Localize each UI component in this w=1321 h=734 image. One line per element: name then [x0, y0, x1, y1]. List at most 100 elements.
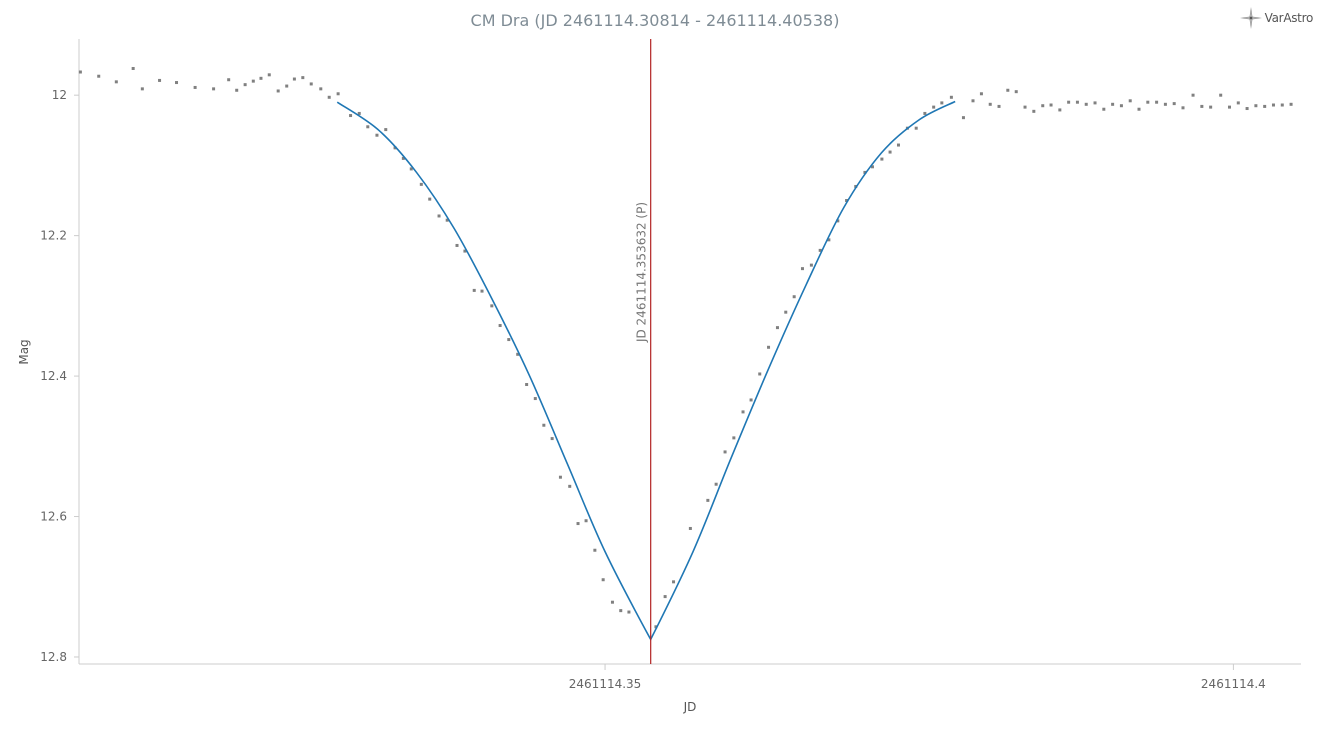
data-point [568, 484, 572, 488]
data-point [327, 95, 331, 99]
data-point [971, 99, 975, 103]
data-point [158, 78, 162, 82]
data-point [384, 128, 388, 132]
data-point [525, 383, 529, 387]
data-point [366, 125, 370, 129]
data-point [1209, 105, 1213, 109]
data-point [375, 133, 379, 137]
data-point [542, 423, 546, 427]
y-axis-label: Mag [17, 339, 31, 364]
data-point [880, 157, 884, 161]
data-point [809, 263, 813, 267]
fit-curve [336, 100, 956, 642]
data-point [1163, 102, 1167, 106]
data-point [276, 89, 280, 93]
x-tick-label: 2461114.35 [569, 677, 642, 691]
data-point [1181, 106, 1185, 110]
data-point [267, 73, 271, 77]
y-tick-label: 12.2 [40, 229, 67, 243]
data-point [1155, 100, 1159, 104]
data-point [1254, 104, 1258, 108]
data-point [472, 288, 476, 292]
data-point [175, 81, 179, 85]
data-point [437, 214, 441, 218]
data-point [227, 78, 231, 82]
data-point [792, 295, 796, 299]
data-point [1236, 101, 1240, 105]
data-point [243, 83, 247, 87]
data-point [979, 92, 983, 96]
data-point [732, 436, 736, 440]
data-point [767, 345, 771, 349]
data-point [1023, 105, 1027, 109]
data-point [1128, 99, 1132, 103]
data-point [663, 595, 667, 599]
data-point [498, 324, 502, 328]
data-point [845, 199, 849, 203]
x-ticks: 2461114.35 2461114.4 [569, 664, 1266, 691]
data-point [627, 610, 631, 614]
data-point [1227, 105, 1231, 109]
data-point [309, 82, 313, 86]
data-point [870, 165, 874, 169]
data-point [131, 66, 135, 70]
data-point [490, 304, 494, 308]
data-point [818, 248, 822, 252]
x-axis-label: JD [683, 700, 697, 714]
y-tick-label: 12.8 [40, 650, 67, 664]
data-point [601, 578, 605, 582]
data-point [1200, 104, 1204, 108]
data-point [997, 104, 1001, 108]
data-point [285, 84, 289, 88]
data-point [1067, 100, 1071, 104]
data-point [1049, 103, 1053, 107]
data-point [1280, 103, 1284, 107]
data-point [923, 111, 927, 115]
data-point [914, 126, 918, 130]
data-point [1271, 103, 1275, 107]
data-point [1058, 108, 1062, 112]
data-point [584, 519, 588, 523]
data-point [409, 167, 413, 171]
data-point [896, 143, 900, 147]
data-point [1289, 102, 1293, 106]
minimum-marker-label: JD 2461114.353632 (P) [635, 202, 649, 343]
data-point [1093, 101, 1097, 105]
data-point [1111, 102, 1115, 106]
data-point [558, 475, 562, 479]
varastro-logo[interactable]: VarAstro [1239, 6, 1313, 30]
data-point [1102, 107, 1106, 111]
data-point [212, 87, 216, 91]
data-point [235, 88, 239, 92]
data-point [550, 437, 554, 441]
data-point [688, 526, 692, 530]
data-point [401, 156, 405, 160]
data-point [932, 105, 936, 109]
data-point [357, 111, 361, 115]
data-point [516, 352, 520, 356]
chart-title: CM Dra (JD 2461114.30814 - 2461114.40538… [471, 11, 840, 30]
data-point [863, 170, 867, 174]
logo-text: VarAstro [1264, 11, 1314, 25]
data-point [741, 410, 745, 414]
data-point [193, 85, 197, 89]
data-point [610, 600, 614, 604]
data-point [114, 80, 118, 84]
compass-star-icon [1239, 7, 1262, 29]
data-point [619, 609, 623, 613]
data-point [301, 76, 305, 80]
data-point [961, 116, 965, 120]
data-point [714, 482, 718, 486]
data-point [480, 289, 484, 293]
data-point [1032, 109, 1036, 113]
data-point [1245, 107, 1249, 111]
data-point [827, 238, 831, 242]
y-tick-label: 12.4 [40, 369, 67, 383]
data-point [775, 326, 779, 330]
data-point [672, 580, 676, 584]
data-point [445, 218, 449, 222]
data-point [723, 450, 727, 454]
data-point [463, 249, 467, 253]
data-point [758, 372, 762, 376]
